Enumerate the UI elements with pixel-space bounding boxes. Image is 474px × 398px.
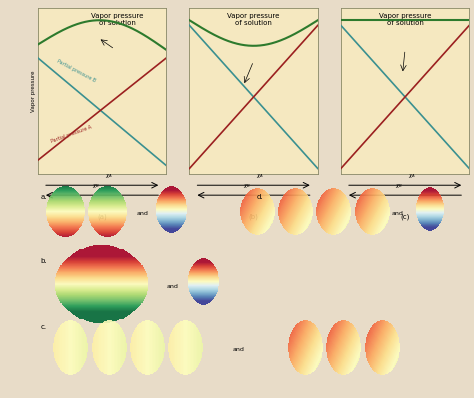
Text: $\chi_A$: $\chi_A$ (408, 172, 415, 180)
Text: d.: d. (256, 194, 263, 200)
Text: c.: c. (41, 324, 47, 330)
Text: $\chi_B$: $\chi_B$ (92, 182, 100, 190)
Text: $\chi_A$: $\chi_A$ (256, 172, 264, 180)
Text: and: and (392, 211, 403, 216)
Text: a.: a. (41, 194, 47, 200)
Text: $\chi_B$: $\chi_B$ (395, 182, 402, 190)
Text: and: and (167, 284, 179, 289)
Text: and: and (232, 347, 244, 352)
Text: Partial pressure A: Partial pressure A (51, 124, 93, 144)
Y-axis label: Vapor pressure: Vapor pressure (31, 70, 36, 111)
Text: $\chi_B$: $\chi_B$ (243, 182, 251, 190)
Text: (b): (b) (249, 213, 258, 220)
Text: (a): (a) (97, 213, 107, 220)
Text: Partial pressure B: Partial pressure B (56, 59, 96, 83)
Text: $\chi_A$: $\chi_A$ (105, 172, 112, 180)
Text: Vapor pressure
of solution: Vapor pressure of solution (91, 13, 144, 26)
Text: Vapor pressure
of solution: Vapor pressure of solution (379, 13, 431, 26)
Text: (c): (c) (401, 213, 410, 220)
Text: b.: b. (41, 258, 47, 264)
Text: and: and (137, 211, 148, 216)
Text: Vapor pressure
of solution: Vapor pressure of solution (228, 13, 280, 26)
